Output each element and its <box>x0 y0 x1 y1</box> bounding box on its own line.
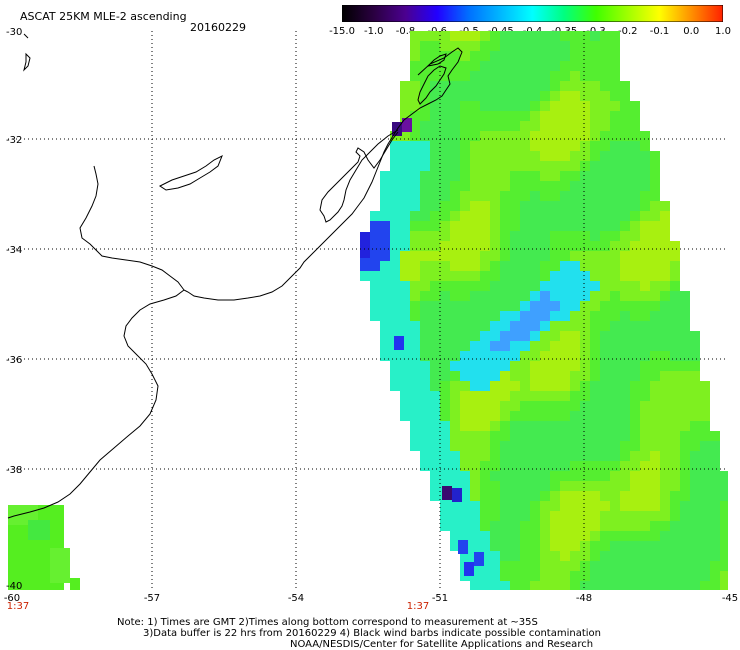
lat-label: -30 <box>6 27 22 38</box>
note-line-2: 3)Data buffer is 22 hrs from 20160229 4)… <box>143 628 601 639</box>
parana-delta <box>159 154 223 191</box>
lat-label: -40 <box>6 581 22 592</box>
longitude-labels: -60 -57 -54 -51 -48 -45 <box>4 593 738 604</box>
pass-time-label: 1:37 <box>7 601 29 612</box>
pass-time-labels: 1:37 1:37 <box>7 601 429 612</box>
colorbar-tick-label: -0.1 <box>649 26 670 37</box>
lat-label: -34 <box>6 245 22 256</box>
coastline <box>7 33 463 519</box>
brazil-coast <box>183 47 463 301</box>
lon-label: -60 <box>4 593 20 604</box>
latitude-labels: -30 -32 -34 -36 -38 -40 <box>6 27 22 592</box>
colorbar-tick-label: 1.0 <box>715 26 731 37</box>
colorbar-tick-label: 0.0 <box>683 26 700 37</box>
lat-label: -36 <box>6 355 22 366</box>
lat-label: -32 <box>6 135 22 146</box>
colorbar-tick-label: -0.2 <box>617 26 638 37</box>
swath-data-layer <box>360 31 728 590</box>
lon-label: -51 <box>432 593 448 604</box>
colorbar-tick-label: -1.0 <box>363 26 384 37</box>
lon-label: -48 <box>576 593 592 604</box>
product-date: 20160229 <box>190 21 246 34</box>
product-title: ASCAT 25KM MLE-2 ascending <box>20 10 187 23</box>
note-line-1: Note: 1) Times are GMT 2)Times along bot… <box>117 617 538 628</box>
rio-de-la-plata-south <box>7 289 185 519</box>
uruguay-river <box>79 165 185 291</box>
graticule <box>8 31 728 590</box>
lat-label: -38 <box>6 465 22 476</box>
lagoon-north-2 <box>426 53 447 67</box>
swath-patch-southwest <box>8 505 80 590</box>
falkland-coast <box>23 52 31 72</box>
lon-label: -54 <box>288 593 304 604</box>
lon-label: -45 <box>722 593 738 604</box>
colorbar-tick-label: -15.0 <box>329 26 355 37</box>
note-line-3: NOAA/NESDIS/Center for Satellite Applica… <box>290 639 594 650</box>
colorbar-tick-label: -0.8 <box>395 26 416 37</box>
lagoon-north <box>417 65 447 105</box>
pass-time-label: 1:37 <box>407 601 429 612</box>
lon-label: -57 <box>144 593 160 604</box>
tick-north <box>23 33 29 39</box>
lagoa-dos-patos <box>319 129 399 223</box>
